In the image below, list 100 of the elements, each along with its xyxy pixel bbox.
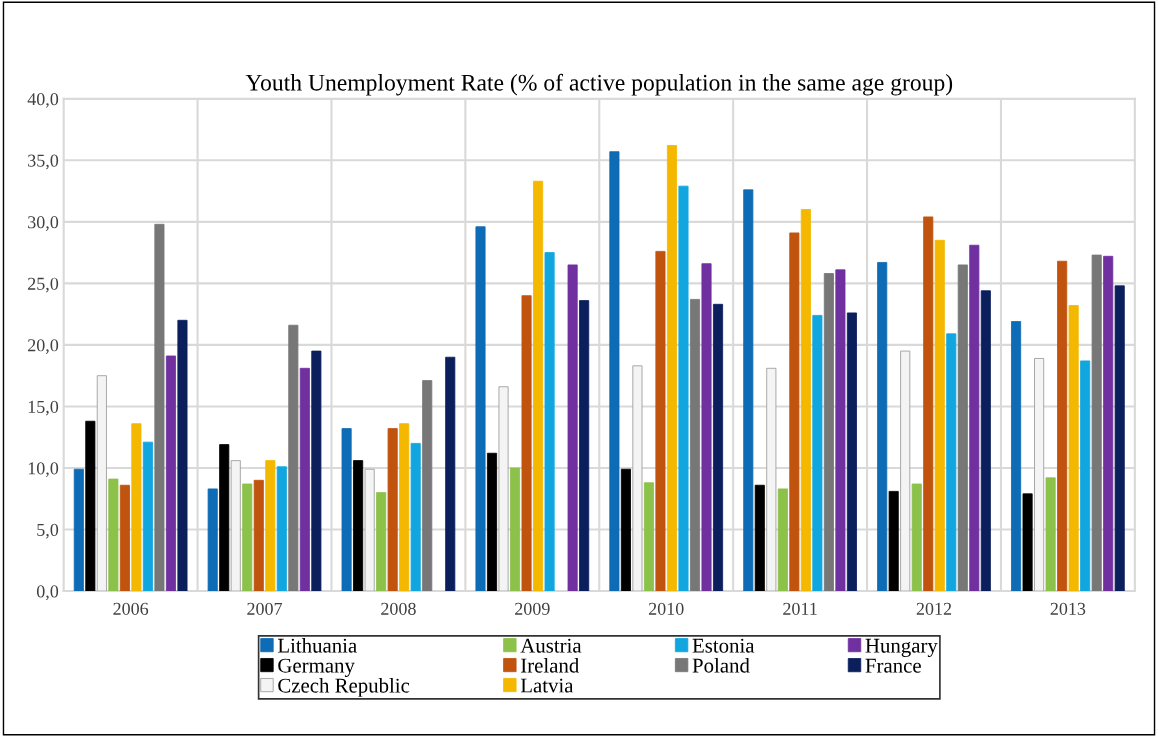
x-tick-label: 2006	[113, 602, 149, 615]
bar	[689, 298, 701, 592]
bar	[1034, 358, 1045, 592]
bar	[177, 319, 188, 592]
bar	[632, 365, 643, 592]
bar	[678, 185, 689, 592]
bar	[911, 483, 922, 592]
y-tick-label: 20,0	[28, 339, 59, 354]
bar	[265, 460, 276, 592]
x-tick-label: 2009	[515, 602, 550, 615]
bar	[800, 209, 811, 592]
bar	[946, 333, 957, 592]
x-tick-label: 2010	[648, 602, 684, 615]
x-tick-label: 2012	[916, 602, 952, 615]
x-tick-label: 2007	[247, 602, 283, 615]
y-tick-label: 35,0	[28, 154, 59, 170]
bar	[96, 375, 107, 592]
bar	[399, 423, 410, 592]
y-tick-label: 15,0	[28, 400, 59, 416]
bar	[579, 300, 590, 592]
x-tick-label: 2013	[1050, 602, 1086, 615]
bar	[888, 490, 899, 592]
legend-label: Hungary	[865, 638, 938, 657]
bar	[165, 355, 176, 592]
legend-label: Ireland	[521, 657, 580, 673]
legend-label: France	[865, 658, 921, 673]
chart-title: Youth Unemployment Rate (% of active population in the same age group)	[245, 73, 953, 96]
bar	[812, 314, 823, 592]
x-tick-label: 2008	[381, 602, 416, 615]
legend-label: Austria	[520, 638, 582, 653]
y-tick-label: 40,0	[27, 93, 59, 108]
y-tick-label: 25,0	[28, 277, 59, 293]
bar	[877, 262, 888, 592]
bar	[299, 367, 310, 592]
legend-label: Germany	[278, 658, 355, 677]
bar	[253, 479, 264, 592]
bar	[544, 252, 555, 592]
bar	[533, 180, 544, 592]
bar	[1022, 493, 1033, 592]
legend-label: Poland	[692, 657, 750, 673]
y-tick-label: 30,0	[28, 216, 59, 231]
bar	[1057, 260, 1068, 592]
bar	[1091, 254, 1102, 592]
bar	[387, 428, 398, 592]
bar	[766, 367, 777, 592]
bar	[701, 263, 712, 592]
bar	[73, 468, 84, 592]
bar	[609, 151, 620, 592]
bar	[1080, 360, 1091, 592]
bar	[445, 356, 456, 592]
bar	[376, 492, 387, 592]
bar	[980, 290, 991, 592]
bar	[643, 482, 654, 592]
bar	[957, 264, 968, 592]
legend-label: Czech Republic	[278, 677, 410, 697]
bar	[655, 250, 666, 592]
bar	[1045, 477, 1056, 592]
bar	[85, 420, 96, 592]
bar	[1114, 285, 1125, 592]
bar	[498, 386, 509, 592]
y-tick-label: 0,0	[36, 585, 59, 601]
bar	[835, 269, 846, 592]
bar	[341, 428, 352, 592]
bar	[923, 216, 934, 592]
bar	[119, 484, 130, 592]
bar	[846, 312, 857, 592]
bar	[754, 484, 765, 592]
legend-label: Lithuania	[277, 638, 357, 653]
bar	[207, 488, 218, 592]
bar	[230, 460, 241, 592]
x-tick-label: 2011	[783, 602, 817, 615]
y-tick-label: 5,0	[37, 523, 59, 539]
bar	[131, 423, 142, 592]
legend-label: Estonia	[692, 638, 755, 653]
bar	[666, 145, 677, 592]
bar	[789, 232, 800, 592]
bar	[108, 478, 119, 592]
bar	[567, 264, 578, 592]
bar	[969, 244, 980, 592]
bar	[288, 324, 299, 592]
bar	[142, 441, 153, 592]
bar	[823, 273, 834, 592]
bar	[900, 350, 911, 592]
bar	[777, 488, 788, 592]
bar	[276, 466, 287, 592]
bar	[475, 226, 486, 592]
bar	[934, 239, 945, 592]
bar	[364, 468, 375, 592]
bar	[422, 380, 433, 592]
bar	[1011, 321, 1022, 592]
bar	[154, 223, 165, 592]
bar	[620, 468, 631, 592]
y-tick-label: 10,0	[28, 462, 59, 478]
legend-label: Latvia	[520, 678, 574, 693]
bar	[353, 460, 364, 592]
bar	[1103, 255, 1114, 592]
bar	[743, 189, 754, 592]
bar	[713, 303, 724, 592]
bar	[521, 295, 532, 592]
bar	[1068, 305, 1079, 592]
